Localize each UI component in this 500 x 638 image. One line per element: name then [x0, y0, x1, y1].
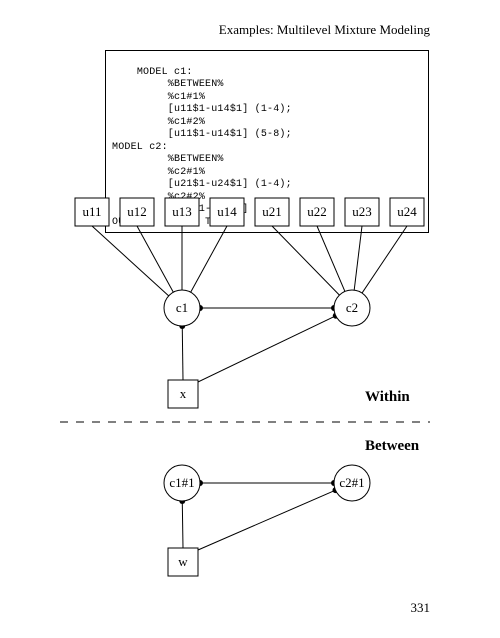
diagram-edge [362, 226, 407, 293]
diagram-edge [198, 490, 335, 550]
node-label: u24 [397, 204, 417, 219]
node-label: x [180, 386, 187, 401]
node-label: u12 [127, 204, 147, 219]
code-line: %c1#1% [112, 92, 205, 103]
diagram-edge [317, 226, 345, 291]
code-line: MODEL c2: [112, 142, 168, 153]
running-head: Examples: Multilevel Mixture Modeling [219, 22, 430, 38]
node-label: u22 [307, 204, 327, 219]
node-label: c2#1 [339, 475, 364, 490]
node-label: c1 [176, 300, 188, 315]
node-label: w [178, 554, 188, 569]
code-line: %c2#1% [112, 167, 205, 178]
diagram-edge [137, 226, 173, 292]
node-label: u13 [172, 204, 192, 219]
diagram-edge [198, 316, 336, 382]
node-label: c1#1 [169, 475, 194, 490]
code-line: %BETWEEN% [112, 79, 224, 90]
node-label: u14 [217, 204, 237, 219]
diagram-edge [92, 226, 169, 296]
code-line: %BETWEEN% [112, 154, 224, 165]
diagram-edge [182, 501, 183, 548]
path-diagram: u11 u12 u13 u14 u21 u22 u23 u24 c1 c2 x Within Betwe… [70, 188, 440, 588]
node-label: u11 [82, 204, 101, 219]
diagram-edge [191, 226, 227, 292]
section-label: Between [365, 438, 420, 454]
page-number: 331 [411, 600, 431, 616]
section-label: Within [365, 389, 410, 405]
code-line: [u11$1-u14$1] (5-8); [112, 129, 292, 140]
code-line: %c1#2% [112, 117, 205, 128]
node-label: u21 [262, 204, 282, 219]
code-line: MODEL c1: [137, 67, 193, 78]
code-line: [u11$1-u14$1] (1-4); [112, 104, 292, 115]
diagram-edge [272, 226, 339, 295]
node-label: c2 [346, 300, 358, 315]
diagram-edge [354, 226, 362, 290]
node-label: u23 [352, 204, 372, 219]
diagram-edge [182, 326, 183, 380]
